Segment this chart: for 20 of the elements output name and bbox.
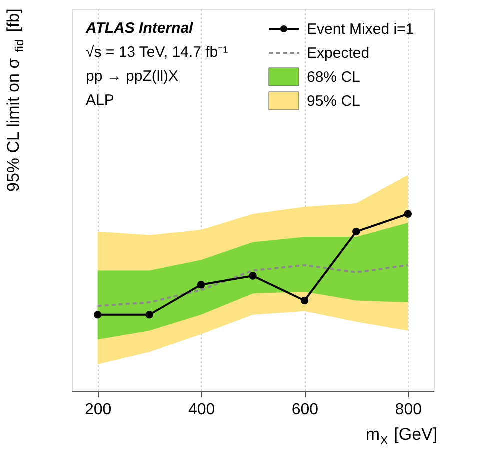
point (249, 272, 257, 280)
text: ATLAS Internal (85, 20, 194, 37)
legend-label: Event Mixed i=1 (307, 21, 414, 38)
point (404, 210, 412, 218)
text: ALP (86, 92, 114, 109)
point (197, 280, 206, 289)
legend-label: 95% CL (307, 93, 360, 110)
legend-label: 68% CL (307, 69, 360, 86)
x-tick-label: 800 (395, 402, 422, 418)
text: pp → ppZ(ll)X (86, 68, 179, 85)
point (352, 228, 360, 236)
legend-label: Expected (307, 45, 370, 62)
point (146, 311, 154, 319)
x-tick-label: 200 (85, 402, 112, 418)
x-tick-label: 600 (292, 402, 319, 418)
x-tick-label: 400 (188, 402, 216, 418)
point (94, 311, 102, 319)
point (300, 296, 309, 305)
y-axis-title: 95% CL limit on σfid [fb] (4, 8, 26, 192)
text: √s = 13 TeV, 14.7 fb⁻¹ (86, 44, 228, 61)
